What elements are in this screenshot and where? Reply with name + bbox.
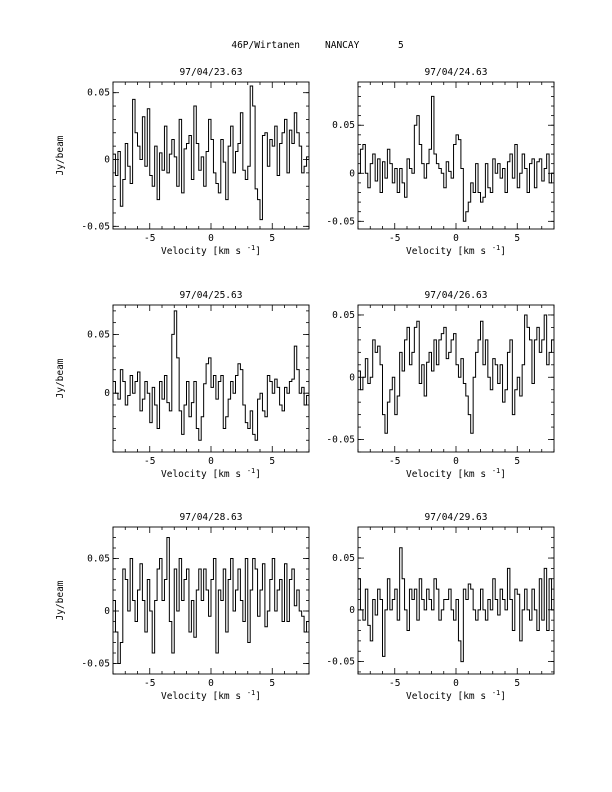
spectrum-line: [358, 547, 554, 663]
x-tick-label: 0: [453, 233, 459, 244]
spectrum-panel-5: -5 0 5 0.05 0 -0.05 97/04/28.63 Velocity [km s …: [55, 512, 310, 702]
x-axis-label-exponent: -1: [247, 467, 255, 475]
y-tick-label: -0.05: [326, 216, 355, 227]
x-tick-label: 5: [514, 456, 520, 467]
x-axis-label-main: Velocity [km s: [161, 246, 247, 257]
x-tick-label: 0: [208, 678, 214, 689]
x-axis-label-main: Velocity [km s: [406, 246, 492, 257]
y-tick-label: 0.05: [332, 120, 355, 131]
x-axis-label: Velocity [km s -1]: [406, 467, 506, 480]
y-tick-label: 0: [104, 388, 110, 399]
spectrum-panel-4: -5 0 5 0.05 0 -0.05 97/04/26.63 Velocity [km s …: [326, 290, 555, 480]
figure-title-object: 46P/Wirtanen: [231, 40, 300, 51]
y-tick-label: -0.05: [81, 221, 110, 232]
panel-title: 97/04/23.63: [180, 67, 243, 78]
x-tick-label: 5: [514, 678, 520, 689]
panel-title: 97/04/26.63: [425, 290, 488, 301]
y-tick-label: -0.05: [81, 659, 110, 670]
x-tick-label: 5: [514, 233, 520, 244]
spectrum-panel-3: -5 0 5 0.05 0 97/04/25.63 Velocity [km s -1] Jy…: [55, 290, 310, 480]
y-tick-label: 0: [104, 155, 110, 166]
x-tick-label: 0: [208, 233, 214, 244]
x-axis-label-end: ]: [500, 246, 506, 257]
panel-title: 97/04/28.63: [180, 512, 243, 523]
x-axis-label: Velocity [km s -1]: [406, 689, 506, 702]
y-tick-label: 0.05: [332, 310, 355, 321]
spectrum-line: [113, 537, 309, 664]
x-tick-label: -5: [389, 233, 400, 244]
spectrum-line: [358, 314, 554, 434]
figure-title-index: 5: [398, 40, 404, 51]
x-tick-label: 5: [269, 233, 275, 244]
x-axis-label-exponent: -1: [492, 689, 500, 697]
x-tick-label: -5: [144, 233, 155, 244]
x-tick-label: 0: [208, 456, 214, 467]
x-axis-label-main: Velocity [km s: [161, 469, 247, 480]
y-tick-label: 0: [104, 606, 110, 617]
panel-title: 97/04/25.63: [180, 290, 243, 301]
x-tick-label: 0: [453, 678, 459, 689]
y-tick-label: -0.05: [326, 435, 355, 446]
x-axis-label-main: Velocity [km s: [406, 691, 492, 702]
x-tick-label: -5: [389, 456, 400, 467]
y-tick-label: 0: [349, 168, 355, 179]
y-axis-label: Jy/beam: [55, 135, 66, 175]
x-axis-label-exponent: -1: [247, 689, 255, 697]
y-axis-label: Jy/beam: [55, 358, 66, 398]
x-axis-label: Velocity [km s -1]: [161, 244, 261, 257]
spectrum-panel-2: -5 0 5 0.05 0 -0.05 97/04/24.63 Velocity [km s …: [326, 67, 555, 257]
y-tick-label: 0: [349, 372, 355, 383]
x-axis-label-end: ]: [500, 691, 506, 702]
spectrum-line: [113, 85, 309, 221]
x-axis-label-end: ]: [255, 469, 261, 480]
y-tick-label: 0.05: [87, 88, 110, 99]
x-axis-label-end: ]: [255, 246, 261, 257]
y-tick-label: -0.05: [326, 657, 355, 668]
y-tick-label: 0: [349, 605, 355, 616]
y-tick-label: 0.05: [87, 329, 110, 340]
x-tick-label: 0: [453, 456, 459, 467]
x-axis-label-end: ]: [500, 469, 506, 480]
x-tick-label: -5: [144, 456, 155, 467]
y-tick-label: 0.05: [332, 553, 355, 564]
figure-title-site: NANCAY: [325, 40, 360, 51]
x-axis-label: Velocity [km s -1]: [406, 244, 506, 257]
spectrum-panel-1: -5 0 5 0.05 0 -0.05 97/04/23.63 Velocity [km s …: [55, 67, 310, 257]
x-axis-label-exponent: -1: [492, 467, 500, 475]
x-tick-label: -5: [144, 678, 155, 689]
panel-title: 97/04/29.63: [425, 512, 488, 523]
x-tick-label: -5: [389, 678, 400, 689]
x-axis-label: Velocity [km s -1]: [161, 689, 261, 702]
y-axis-label: Jy/beam: [55, 580, 66, 620]
x-axis-label-main: Velocity [km s: [406, 469, 492, 480]
panel-title: 97/04/24.63: [425, 67, 488, 78]
spectrum-line: [358, 95, 554, 222]
x-tick-label: 5: [269, 678, 275, 689]
y-tick-label: 0.05: [87, 554, 110, 565]
x-axis-label-end: ]: [255, 691, 261, 702]
x-tick-label: 5: [269, 456, 275, 467]
x-axis-label-exponent: -1: [247, 244, 255, 252]
spectrum-panel-6: -5 0 5 0.05 0 -0.05 97/04/29.63 Velocity [km s …: [326, 512, 555, 702]
spectrum-line: [113, 310, 309, 441]
x-axis-label-main: Velocity [km s: [161, 691, 247, 702]
x-axis-label-exponent: -1: [492, 244, 500, 252]
x-axis-label: Velocity [km s -1]: [161, 467, 261, 480]
